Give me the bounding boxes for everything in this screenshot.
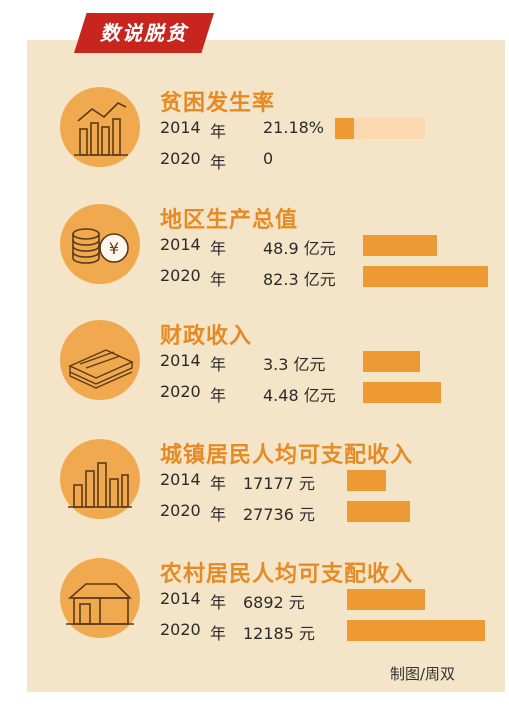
chart-title: 农村居民人均可支配收入 <box>160 562 414 587</box>
bar-track <box>335 118 425 139</box>
data-row: 2020 年 82.3 亿元 <box>160 266 500 290</box>
money-stack-icon <box>60 320 140 400</box>
bar <box>347 620 485 641</box>
year-unit: 年 <box>210 624 227 643</box>
year-unit: 年 <box>210 270 227 289</box>
chart-section-3: 财政收入 2014 年 3.3 亿元 2020 年 4.48 亿元 <box>0 318 509 434</box>
bar <box>347 470 386 491</box>
coins-icon: ¥ <box>60 204 140 284</box>
data-row: 2020 年 4.48 亿元 <box>160 382 500 406</box>
year-unit: 年 <box>210 505 227 524</box>
year-label: 2014 <box>160 235 201 254</box>
data-row: 2014 年 17177 元 <box>160 470 500 494</box>
value-label: 3.3 亿元 <box>263 355 326 374</box>
data-row: 2014 年 3.3 亿元 <box>160 351 500 375</box>
value-label: 82.3 亿元 <box>263 270 336 289</box>
year-label: 2014 <box>160 589 201 608</box>
year-label: 2020 <box>160 620 201 639</box>
year-label: 2014 <box>160 118 201 137</box>
svg-text:¥: ¥ <box>109 239 119 258</box>
year-label: 2014 <box>160 351 201 370</box>
value-label: 4.48 亿元 <box>263 386 336 405</box>
year-unit: 年 <box>210 593 227 612</box>
value-label: 48.9 亿元 <box>263 239 336 258</box>
bar <box>363 351 420 372</box>
trend-bars-icon <box>60 87 140 167</box>
year-unit: 年 <box>210 474 227 493</box>
city-buildings-icon <box>60 439 140 519</box>
data-row: 2020 年 27736 元 <box>160 501 500 525</box>
data-row: 2020 年 12185 元 <box>160 620 500 644</box>
value-label: 21.18% <box>263 118 325 137</box>
year-unit: 年 <box>210 386 227 405</box>
year-label: 2020 <box>160 266 201 285</box>
chart-section-1: 贫困发生率 2014 年 21.18% 2020 年 0 <box>0 85 509 201</box>
data-row: 2020 年 0 <box>160 149 500 173</box>
data-row: 2014 年 21.18% <box>160 118 500 142</box>
bar <box>347 501 410 522</box>
bar <box>363 235 437 256</box>
chart-title: 城镇居民人均可支配收入 <box>160 443 414 468</box>
chart-title: 贫困发生率 <box>160 91 276 116</box>
credit-label: 制图/周双 <box>390 665 456 683</box>
bar <box>363 266 488 287</box>
house-icon <box>60 558 140 638</box>
year-unit: 年 <box>210 239 227 258</box>
bar <box>347 589 425 610</box>
year-label: 2020 <box>160 149 201 168</box>
value-label: 6892 元 <box>243 593 305 612</box>
year-label: 2020 <box>160 501 201 520</box>
bar <box>335 118 354 139</box>
year-unit: 年 <box>210 153 227 172</box>
chart-title: 地区生产总值 <box>160 208 299 233</box>
value-label: 17177 元 <box>243 474 315 493</box>
year-label: 2020 <box>160 382 201 401</box>
data-row: 2014 年 48.9 亿元 <box>160 235 500 259</box>
value-label: 0 <box>263 149 274 168</box>
data-row: 2014 年 6892 元 <box>160 589 500 613</box>
value-label: 12185 元 <box>243 624 315 643</box>
year-label: 2014 <box>160 470 201 489</box>
year-unit: 年 <box>210 355 227 374</box>
chart-section-5: 农村居民人均可支配收入 2014 年 6892 元 2020 年 12185 元 <box>0 556 509 672</box>
value-label: 27736 元 <box>243 505 315 524</box>
header-tag: 数说脱贫 <box>74 13 214 53</box>
chart-section-2: ¥ 地区生产总值 2014 年 48.9 亿元 2020 年 82.3 亿元 <box>0 202 509 318</box>
chart-title: 财政收入 <box>160 324 253 349</box>
chart-section-4: 城镇居民人均可支配收入 2014 年 17177 元 2020 年 27736 元 <box>0 437 509 553</box>
year-unit: 年 <box>210 122 227 141</box>
bar <box>363 382 441 403</box>
